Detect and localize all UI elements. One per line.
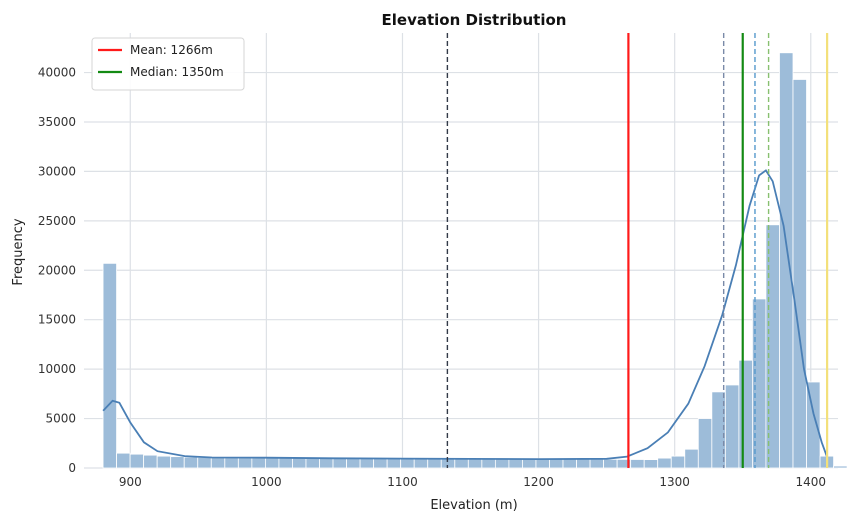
histogram-bar bbox=[792, 79, 807, 469]
y-tick-label: 5000 bbox=[45, 412, 76, 426]
y-axis-ticks: 0 5000 10000 15000 20000 25000 30000 35000 40000 bbox=[38, 66, 76, 475]
x-tick-label: 1300 bbox=[659, 475, 690, 489]
y-tick-label: 0 bbox=[68, 461, 76, 475]
histogram-bar bbox=[833, 465, 848, 469]
histogram-bar bbox=[562, 458, 577, 469]
y-axis-label: Frequency bbox=[11, 218, 26, 285]
histogram-bar bbox=[589, 458, 605, 469]
histogram-bar bbox=[129, 453, 145, 469]
histogram-bar bbox=[346, 457, 361, 469]
kde-curve bbox=[102, 169, 828, 461]
histogram-bar bbox=[386, 457, 402, 469]
histogram-bar bbox=[779, 52, 794, 469]
histogram-bar bbox=[251, 457, 266, 469]
y-tick-label: 35000 bbox=[38, 115, 76, 129]
x-tick-label: 900 bbox=[119, 475, 142, 489]
chart-title: Elevation Distribution bbox=[382, 11, 567, 29]
histogram-bar bbox=[413, 457, 429, 469]
histogram-bar bbox=[359, 457, 375, 469]
histogram-bar bbox=[305, 457, 320, 469]
histogram-bar bbox=[576, 458, 591, 469]
histogram-bar bbox=[264, 457, 280, 469]
histogram-bar bbox=[102, 262, 117, 469]
histogram-bar bbox=[332, 457, 347, 469]
kde-curve-group bbox=[102, 169, 828, 461]
histogram-bar bbox=[237, 457, 253, 469]
histogram-bar bbox=[630, 459, 645, 469]
histogram-bar bbox=[170, 456, 185, 469]
histogram-bars bbox=[102, 52, 848, 469]
histogram-bar bbox=[643, 459, 659, 469]
grid bbox=[84, 33, 838, 469]
histogram-bar bbox=[603, 458, 618, 469]
y-tick-label: 40000 bbox=[38, 66, 76, 80]
histogram-bar bbox=[156, 455, 172, 469]
histogram-bar bbox=[494, 458, 510, 469]
y-tick-label: 10000 bbox=[38, 362, 76, 376]
histogram-bar bbox=[806, 381, 821, 469]
histogram-bar bbox=[210, 457, 226, 469]
legend-label: Mean: 1266m bbox=[130, 43, 213, 57]
histogram-bar bbox=[224, 457, 239, 469]
histogram-bar bbox=[400, 457, 415, 469]
x-tick-label: 1000 bbox=[251, 475, 282, 489]
reference-lines bbox=[446, 33, 829, 468]
histogram-bar bbox=[522, 458, 537, 469]
x-tick-label: 1400 bbox=[796, 475, 827, 489]
histogram-bar bbox=[670, 455, 686, 469]
x-tick-label: 1100 bbox=[387, 475, 418, 489]
y-tick-label: 20000 bbox=[38, 263, 76, 277]
histogram-bar bbox=[657, 457, 672, 469]
histogram-bar bbox=[183, 456, 199, 469]
histogram-bar bbox=[684, 448, 699, 469]
histogram-bar bbox=[697, 418, 713, 469]
histogram-bar bbox=[278, 457, 293, 469]
legend-box bbox=[91, 37, 245, 91]
histogram-bar bbox=[143, 454, 158, 469]
histogram-bar bbox=[116, 452, 131, 469]
legend-label: Median: 1350m bbox=[130, 65, 224, 79]
histogram-bar bbox=[373, 457, 388, 469]
y-tick-label: 15000 bbox=[38, 313, 76, 327]
x-tick-label: 1200 bbox=[523, 475, 554, 489]
histogram-bar bbox=[292, 457, 307, 469]
histogram-bar bbox=[549, 458, 564, 469]
histogram-bar bbox=[738, 359, 753, 469]
histogram-bar bbox=[197, 456, 212, 469]
histogram-bar bbox=[467, 458, 483, 469]
histogram-bar bbox=[481, 458, 496, 469]
histogram-bar bbox=[535, 458, 550, 469]
x-axis-label: Elevation (m) bbox=[430, 498, 517, 513]
histogram-bar bbox=[427, 458, 442, 469]
legend: Mean: 1266m Median: 1350m bbox=[91, 37, 245, 91]
histogram-bar bbox=[454, 458, 469, 469]
y-tick-label: 30000 bbox=[38, 164, 76, 178]
x-axis-ticks: 900 1000 1100 1200 1300 1400 bbox=[119, 475, 826, 489]
histogram-bar bbox=[724, 384, 740, 469]
y-tick-label: 25000 bbox=[38, 214, 76, 228]
